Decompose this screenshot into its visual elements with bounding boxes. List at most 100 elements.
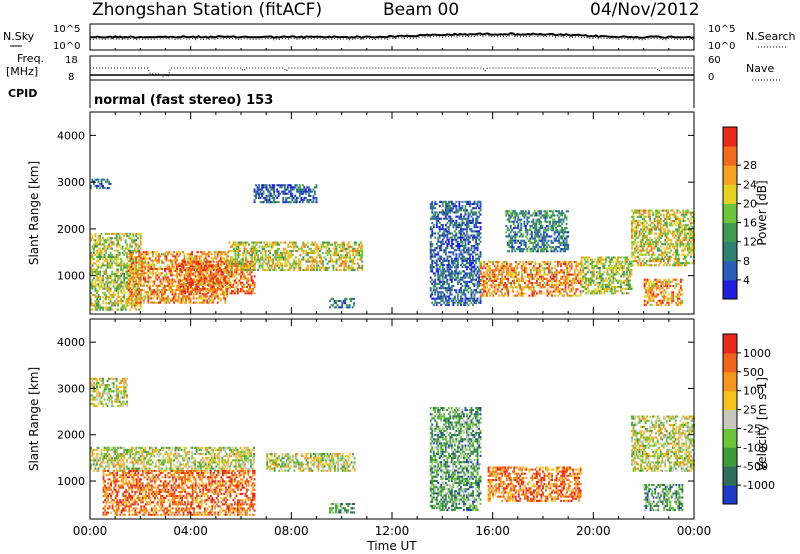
scatter-cell [560, 277, 562, 280]
scatter-cell [495, 284, 498, 287]
scatter-cell [230, 290, 233, 293]
scatter-cell [467, 261, 470, 264]
scatter-cell [165, 301, 168, 304]
scatter-cell [447, 261, 450, 264]
scatter-cell [566, 267, 569, 270]
scatter-cell [514, 210, 517, 213]
scatter-cell [129, 249, 132, 252]
scatter-cell [537, 218, 539, 221]
scatter-cell [546, 233, 548, 236]
scatter-cell [135, 245, 138, 248]
scatter-cell [466, 261, 468, 264]
scatter-cell [245, 262, 247, 265]
scatter-cell [437, 274, 440, 277]
scatter-cell [199, 264, 202, 267]
scatter-cell [219, 293, 222, 296]
scatter-cell [472, 211, 474, 214]
scatter-cell [479, 202, 482, 205]
scatter-cell [268, 199, 271, 202]
scatter-cell [576, 279, 579, 282]
scatter-cell [464, 234, 467, 237]
scatter-cell [449, 217, 452, 220]
scatter-cell [431, 301, 434, 304]
scatter-cell [490, 277, 493, 280]
scatter-cell [452, 264, 455, 267]
scatter-cell [466, 224, 468, 227]
scatter-cell [129, 308, 132, 311]
scatter-cell [330, 304, 333, 307]
scatter-cell [180, 282, 183, 285]
scatter-cell [148, 263, 151, 266]
scatter-cell [188, 301, 191, 304]
scatter-cell [234, 288, 236, 291]
scatter-cell [118, 296, 121, 299]
scatter-cell [431, 230, 434, 233]
scatter-cell [121, 296, 124, 299]
scatter-cell [261, 245, 264, 248]
scatter-cell [187, 271, 189, 274]
scatter-cell [514, 231, 517, 234]
scatter-cell [534, 267, 537, 270]
scatter-cell [218, 282, 221, 285]
scatter-cell [460, 228, 462, 231]
scatter-cell [246, 260, 248, 263]
scatter-cell [334, 241, 336, 244]
scatter-cell [90, 291, 92, 294]
scatter-cell [168, 267, 171, 270]
scatter-cell [236, 254, 238, 257]
scatter-cell [147, 270, 150, 273]
scatter-cell [311, 190, 313, 193]
scatter-cell [250, 279, 253, 282]
scatter-cell [431, 291, 434, 294]
scatter-cell [287, 252, 290, 255]
scatter-cell [472, 274, 474, 277]
scatter-cell [517, 273, 520, 276]
scatter-cell [334, 245, 336, 248]
scatter-cell [573, 269, 576, 272]
scatter-cell [466, 251, 468, 254]
scatter-cell [519, 284, 522, 287]
scatter-cell [456, 224, 459, 227]
scatter-cell [180, 265, 183, 268]
scatter-cell [223, 269, 226, 272]
scatter-cell [97, 235, 100, 238]
scatter-cell [343, 262, 346, 265]
scatter-cell [200, 277, 203, 280]
scatter-cell [429, 251, 432, 254]
scatter-cell [561, 275, 564, 278]
scatter-cell [520, 267, 523, 270]
scatter-cell [91, 287, 94, 290]
scatter-cell [564, 286, 567, 289]
scatter-cell [554, 275, 556, 278]
scatter-cell [569, 265, 572, 268]
scatter-cell [272, 245, 275, 248]
scatter-cell [102, 187, 104, 190]
scatter-cell [278, 247, 281, 250]
scatter-cell [124, 277, 127, 280]
scatter-cell [532, 222, 535, 225]
scatter-cell [150, 280, 153, 283]
scatter-cell [148, 265, 151, 268]
scatter-cell [444, 270, 447, 273]
scatter-cell [311, 201, 313, 204]
scatter-cell [193, 260, 196, 263]
scatter-cell [493, 288, 496, 291]
scatter-cell [102, 281, 104, 284]
scatter-cell [267, 249, 270, 252]
scatter-cell [191, 255, 194, 258]
scatter-cell [165, 280, 168, 283]
scatter-cell [478, 291, 480, 294]
scatter-cell [109, 260, 112, 263]
scatter-cell [212, 259, 215, 262]
scatter-cell [270, 266, 273, 269]
scatter-cell [235, 260, 238, 263]
scatter-cell [291, 192, 294, 195]
scatter-cell [429, 295, 432, 298]
scatter-cell [229, 283, 232, 286]
scatter-cell [264, 252, 267, 255]
scatter-cell [558, 284, 561, 287]
scatter-cell [207, 284, 210, 287]
scatter-cell [452, 219, 455, 222]
scatter-cell [572, 294, 575, 297]
scatter-cell [343, 247, 346, 250]
